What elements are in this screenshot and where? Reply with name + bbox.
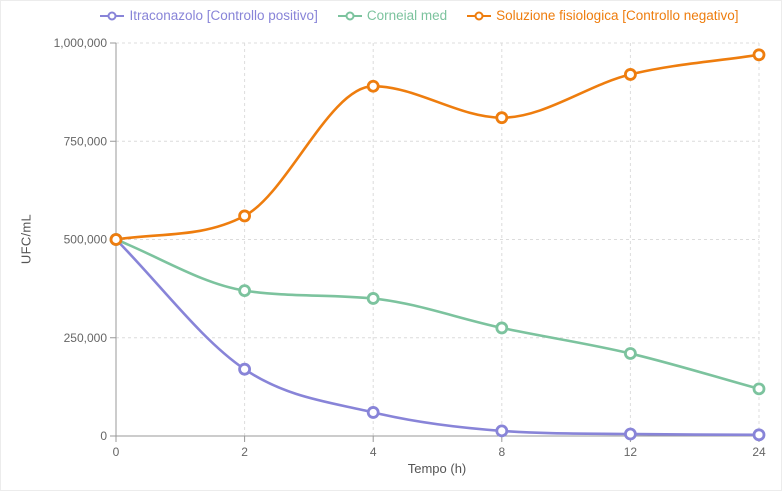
y-tick-label: 500,000 <box>64 233 108 247</box>
series-line <box>114 238 761 437</box>
legend-line-marker-icon <box>337 11 362 20</box>
y-tick-label: 250,000 <box>64 331 108 345</box>
data-point-marker[interactable] <box>238 209 252 223</box>
y-axis-title: UFC/mL <box>18 213 34 265</box>
legend-line-marker-icon <box>467 11 492 20</box>
x-axis-title: Tempo (h) <box>407 461 467 476</box>
data-point-marker[interactable] <box>238 362 252 376</box>
data-point-marker[interactable] <box>624 68 637 81</box>
x-tick-label: 24 <box>752 445 766 459</box>
chart-legend: Itraconazolo [Controllo positivo] Corneia… <box>1 8 782 23</box>
data-point-marker[interactable] <box>366 292 380 305</box>
data-point-marker[interactable] <box>495 321 509 335</box>
series-line <box>114 238 761 391</box>
y-tick-label: 1,000,000 <box>54 36 108 50</box>
data-point-marker[interactable] <box>495 424 509 438</box>
data-point-marker[interactable] <box>366 406 380 419</box>
x-tick-label: 0 <box>113 445 120 459</box>
legend-item[interactable]: Itraconazolo [Controllo positivo] <box>100 8 318 23</box>
x-tick-label: 8 <box>498 445 505 459</box>
series-line <box>114 53 761 241</box>
data-point-marker[interactable] <box>752 48 766 62</box>
legend-label: Soluzione fisiologica [Controllo negativ… <box>496 8 739 23</box>
legend-item[interactable]: Soluzione fisiologica [Controllo negativ… <box>467 8 739 23</box>
data-point-marker[interactable] <box>495 111 509 125</box>
legend-item[interactable]: Corneial med <box>337 8 448 23</box>
y-tick-label: 750,000 <box>64 134 108 148</box>
data-point-marker[interactable] <box>752 382 766 396</box>
x-tick-label: 4 <box>370 445 377 459</box>
x-tick-label: 12 <box>624 445 638 459</box>
data-point-marker[interactable] <box>624 427 637 441</box>
data-point-marker[interactable] <box>752 428 766 442</box>
legend-label: Itraconazolo [Controllo positivo] <box>129 8 318 23</box>
data-point-marker[interactable] <box>238 284 252 297</box>
x-tick-label: 2 <box>241 445 248 459</box>
legend-line-marker-icon <box>100 11 125 20</box>
y-tick-label: 0 <box>100 429 107 443</box>
data-point-marker[interactable] <box>366 79 380 93</box>
data-point-marker[interactable] <box>624 347 637 360</box>
legend-label: Corneial med <box>366 8 448 23</box>
data-point-marker[interactable] <box>109 233 123 246</box>
